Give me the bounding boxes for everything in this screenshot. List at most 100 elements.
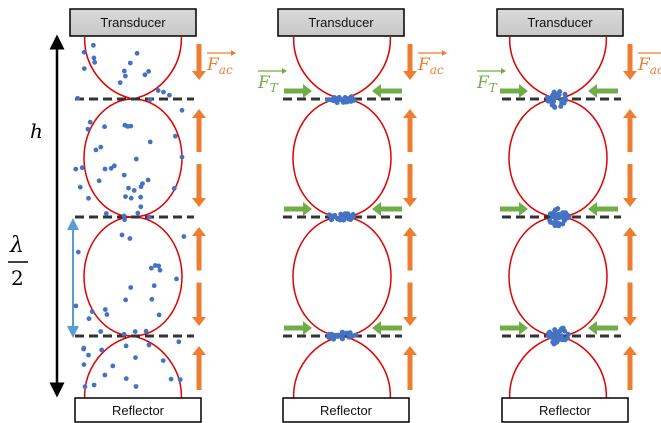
reflector-label: Reflector xyxy=(112,403,165,418)
acoustic-force-arrow-up xyxy=(403,346,417,390)
transducer-label: Transducer xyxy=(308,15,374,30)
particle xyxy=(85,126,91,132)
particle xyxy=(127,60,133,66)
pressure-curve-bottom xyxy=(508,335,608,399)
reflector-label: Reflector xyxy=(539,403,592,418)
pressure-curve-loop xyxy=(83,216,183,337)
trap-force-arrow-right xyxy=(500,84,528,98)
particle xyxy=(553,330,559,335)
particle xyxy=(146,69,152,74)
particle xyxy=(126,185,131,191)
particle xyxy=(121,172,127,178)
particle xyxy=(110,363,116,369)
particle xyxy=(86,195,91,201)
pressure-curve-top xyxy=(83,36,183,100)
acoustic-force-arrow-up xyxy=(623,227,637,271)
transducer-label: Transducer xyxy=(100,15,166,30)
acoustic-force-arrow-down xyxy=(403,164,417,207)
pressure-curve-bottom xyxy=(292,335,392,399)
particle xyxy=(91,42,96,48)
particle xyxy=(128,285,134,290)
particle xyxy=(177,377,183,382)
particle xyxy=(96,178,102,184)
particle xyxy=(353,332,359,338)
particle xyxy=(91,55,97,61)
particle xyxy=(173,133,178,139)
trap-force-arrow-right xyxy=(284,84,312,98)
trap-force-arrow-right xyxy=(500,321,528,335)
particle xyxy=(326,331,332,337)
particle xyxy=(179,107,185,113)
particle xyxy=(86,352,91,358)
trap-force-label-vector-head xyxy=(501,68,506,74)
acoustic-force-arrow-up xyxy=(192,227,206,271)
reflector-box xyxy=(74,397,202,423)
lambda-label: λ xyxy=(9,233,24,258)
particle xyxy=(140,181,145,187)
particle xyxy=(343,95,349,101)
particle xyxy=(149,296,155,302)
particle xyxy=(121,213,127,219)
particle xyxy=(339,333,345,339)
particle xyxy=(128,195,134,201)
acoustic-force-arrow-up xyxy=(192,346,206,390)
acoustic-force-arrows xyxy=(192,44,206,390)
particle xyxy=(122,217,127,223)
particle xyxy=(121,68,127,74)
particle xyxy=(123,376,129,381)
particle xyxy=(176,339,182,345)
reflector: Reflector xyxy=(501,397,629,423)
acoustic-force-arrow-up xyxy=(403,109,417,152)
particle xyxy=(146,342,152,348)
particle xyxy=(133,355,138,360)
particle xyxy=(143,328,149,334)
panel-2: Transducer Reflector Fac FT xyxy=(257,8,447,423)
particle xyxy=(344,215,350,221)
reflector-box xyxy=(501,397,629,423)
particle xyxy=(324,97,330,103)
acoustic-force-label: Fac xyxy=(637,55,661,77)
particle xyxy=(345,211,351,217)
particle xyxy=(73,166,79,172)
particle xyxy=(89,309,95,314)
trap-force-arrow-left xyxy=(588,321,618,335)
particle xyxy=(123,73,128,79)
particle xyxy=(147,97,153,102)
particle xyxy=(133,384,139,389)
acoustic-force-arrow-down xyxy=(623,164,637,207)
particle xyxy=(181,234,187,239)
acoustic-force-arrow-up xyxy=(623,109,637,152)
particle xyxy=(93,147,99,153)
transducer: Transducer xyxy=(277,8,405,37)
particle xyxy=(168,376,174,382)
particle xyxy=(147,139,153,145)
particle xyxy=(347,333,353,339)
particle xyxy=(123,297,128,303)
reflector: Reflector xyxy=(282,397,410,423)
particles xyxy=(545,89,572,347)
trap-force-arrow-left xyxy=(588,202,618,216)
particle xyxy=(121,331,127,337)
particle xyxy=(332,212,338,218)
trap-force-label-vector-head xyxy=(282,68,287,74)
particle xyxy=(81,346,86,352)
particle xyxy=(134,50,140,56)
particle xyxy=(102,307,108,312)
particle xyxy=(102,166,108,172)
particle xyxy=(350,213,356,219)
acoustic-force-arrow-up xyxy=(403,227,417,271)
acoustic-force-arrows xyxy=(403,44,417,390)
particle xyxy=(336,332,341,338)
particle xyxy=(151,283,157,289)
acoustic-force-arrow-up xyxy=(623,346,637,390)
particle xyxy=(127,236,133,241)
particle xyxy=(102,124,107,130)
particle xyxy=(171,186,177,191)
particle xyxy=(547,98,553,104)
trap-force-arrow-right xyxy=(284,202,312,216)
particle xyxy=(98,329,104,334)
particle xyxy=(92,59,98,65)
particle xyxy=(148,265,154,271)
acoustic-force-arrow-down xyxy=(623,282,637,326)
